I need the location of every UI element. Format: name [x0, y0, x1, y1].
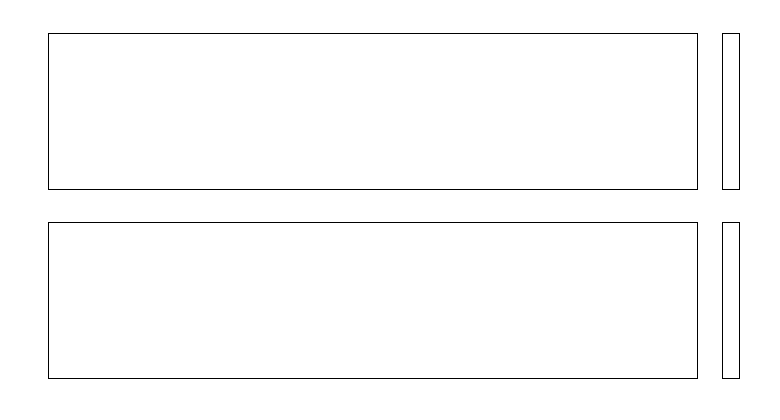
- raw-backscatter-panel: [0, 222, 780, 420]
- attenuated-backscatter-panel: [0, 33, 780, 245]
- colorbar-unit-label: [760, 222, 778, 379]
- attenuated-heatmap-canvas: [48, 33, 698, 190]
- y-axis-label: [2, 33, 16, 190]
- raw-heatmap-canvas: [48, 222, 698, 379]
- colorbar-canvas: [722, 33, 740, 190]
- colorbar-unit-label: [760, 33, 778, 190]
- y-axis-label: [2, 222, 16, 379]
- colorbar-canvas: [722, 222, 740, 379]
